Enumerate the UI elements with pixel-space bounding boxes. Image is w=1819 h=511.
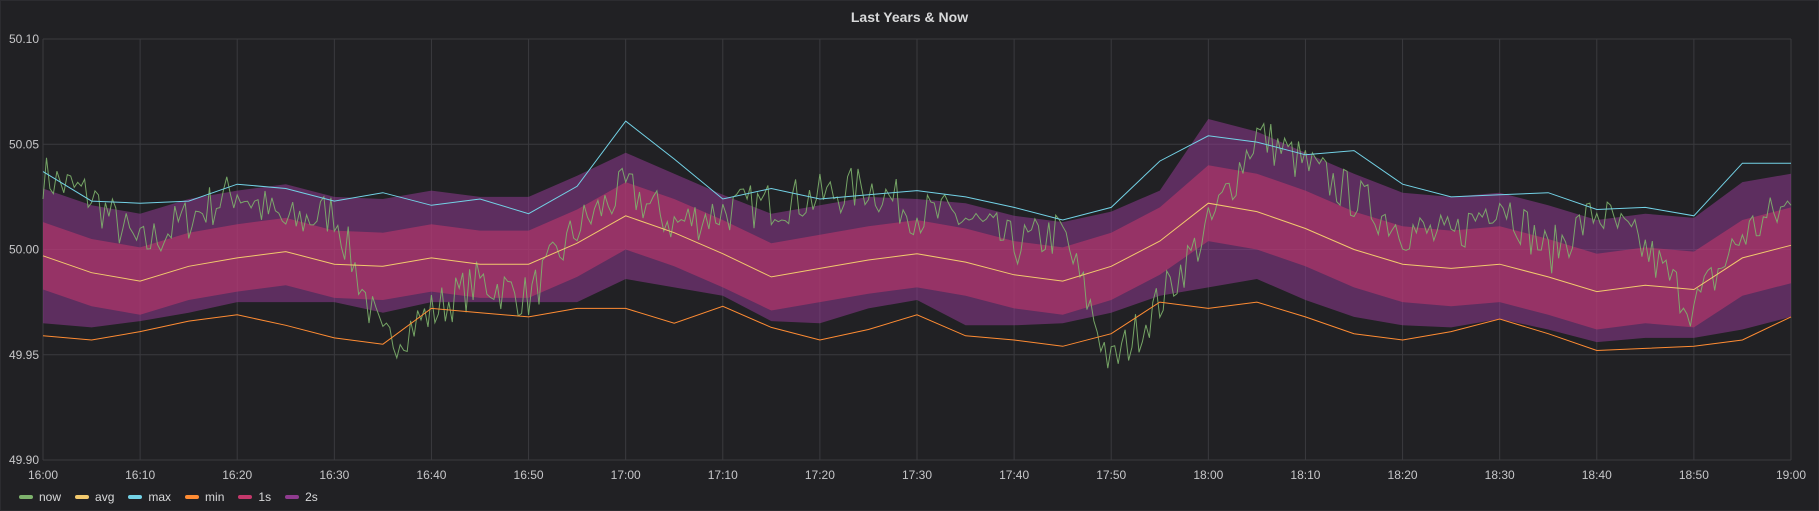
legend-label: 1s [258, 490, 272, 504]
x-tick-label: 18:30 [1485, 468, 1515, 482]
y-tick-label: 50.05 [9, 137, 39, 151]
x-tick-label: 17:10 [708, 468, 738, 482]
series-now-line [42, 122, 1792, 369]
y-tick-label: 49.90 [9, 453, 39, 467]
series-max-line [42, 120, 1791, 221]
legend-label: avg [95, 490, 115, 504]
x-tick-label: 17:20 [805, 468, 835, 482]
legend-label: max [148, 490, 172, 504]
legend-item-min[interactable]: min [185, 490, 224, 504]
legend-swatch [185, 495, 200, 499]
x-tick-label: 17:00 [611, 468, 641, 482]
y-tick-label: 49.95 [9, 348, 39, 362]
legend-item-avg[interactable]: avg [75, 490, 114, 504]
x-tick-label: 16:20 [222, 468, 252, 482]
y-tick-label: 50.10 [9, 32, 39, 46]
x-tick-label: 16:10 [125, 468, 155, 482]
panel-title: Last Years & Now [850, 9, 969, 25]
legend-label: now [39, 490, 62, 504]
x-tick-label: 18:00 [1193, 468, 1223, 482]
legend-item-max[interactable]: max [128, 490, 171, 504]
legend-label: 2s [305, 490, 318, 504]
legend-swatch [19, 495, 33, 499]
legend-item-now[interactable]: now [19, 490, 61, 504]
x-tick-label: 19:00 [1776, 468, 1806, 482]
y-tick-label: 50.00 [9, 243, 39, 257]
x-tick-label: 18:20 [1388, 468, 1418, 482]
x-tick-label: 17:50 [1096, 468, 1126, 482]
legend-item-2s[interactable]: 2s [285, 490, 318, 504]
legend-swatch [75, 495, 90, 499]
legend-swatch [285, 495, 300, 499]
x-tick-label: 16:40 [416, 468, 446, 482]
series-min-line [42, 301, 1792, 352]
x-tick-label: 17:40 [999, 468, 1029, 482]
x-tick-label: 16:50 [514, 468, 544, 482]
x-tick-label: 17:30 [902, 468, 932, 482]
x-tick-label: 18:50 [1679, 468, 1709, 482]
series-avg-line [42, 202, 1792, 293]
x-tick-label: 16:30 [319, 468, 349, 482]
legend-swatch [238, 495, 253, 499]
x-tick-label: 18:40 [1582, 468, 1612, 482]
legend: now avg max min 1s 2s [19, 490, 318, 504]
legend-swatch [128, 495, 143, 499]
x-tick-label: 18:10 [1290, 468, 1320, 482]
band-1s [43, 165, 1791, 330]
legend-item-1s[interactable]: 1s [238, 490, 271, 504]
x-tick-label: 16:00 [28, 468, 58, 482]
legend-label: min [205, 490, 225, 504]
